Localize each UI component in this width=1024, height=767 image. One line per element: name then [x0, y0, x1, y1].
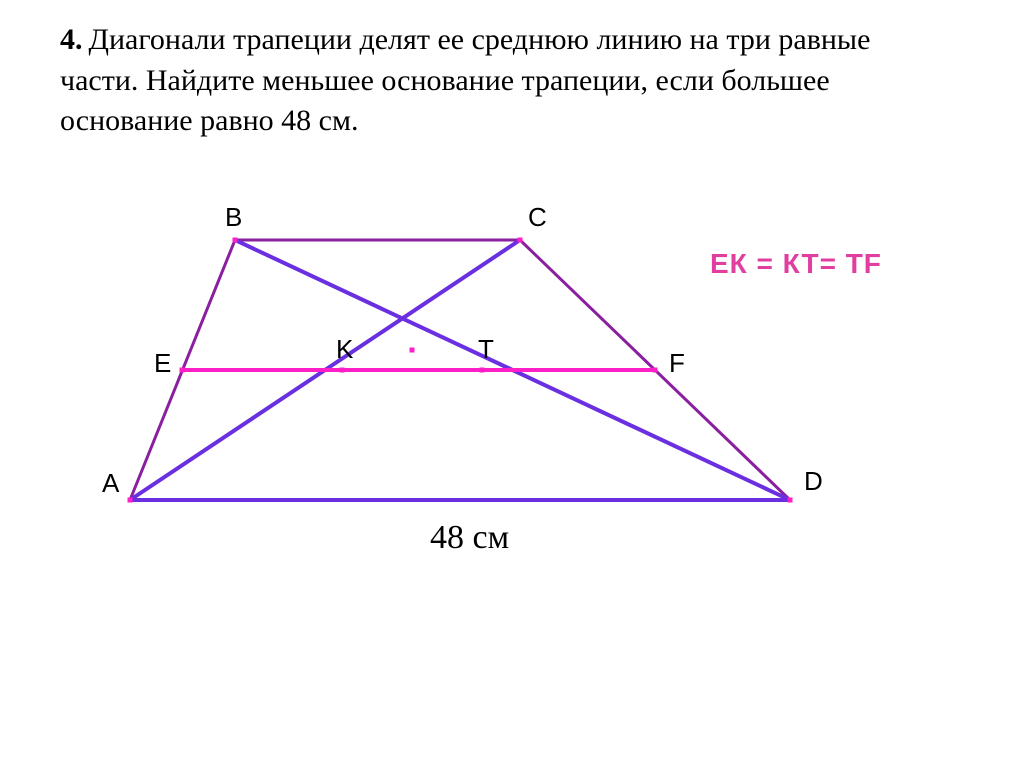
- diagram-svg: A B C D E K T F 48 см: [90, 200, 850, 560]
- label-F: F: [669, 348, 685, 378]
- page-root: 4.Диагонали трапеции делят ее среднюю ли…: [0, 0, 1024, 767]
- label-E: E: [154, 348, 171, 378]
- label-K: K: [336, 334, 354, 364]
- label-C: C: [528, 202, 547, 232]
- point-K: [340, 368, 345, 373]
- point-F: [653, 368, 658, 373]
- trapezoid-diagram: A B C D E K T F 48 см: [90, 200, 850, 560]
- point-B: [233, 238, 238, 243]
- point-E: [180, 368, 185, 373]
- problem-statement: 4.Диагонали трапеции делят ее среднюю ли…: [60, 20, 950, 142]
- problem-number: 4.: [60, 23, 83, 56]
- label-A: A: [102, 468, 120, 498]
- point-A: [128, 498, 133, 503]
- point-X: [410, 348, 415, 353]
- label-B: B: [225, 202, 242, 232]
- point-T: [480, 368, 485, 373]
- point-D: [788, 498, 793, 503]
- label-T: T: [478, 334, 494, 364]
- label-D: D: [804, 466, 823, 496]
- point-C: [518, 238, 523, 243]
- problem-text: Диагонали трапеции делят ее среднюю лини…: [60, 23, 870, 137]
- base-length-label: 48 см: [430, 519, 509, 556]
